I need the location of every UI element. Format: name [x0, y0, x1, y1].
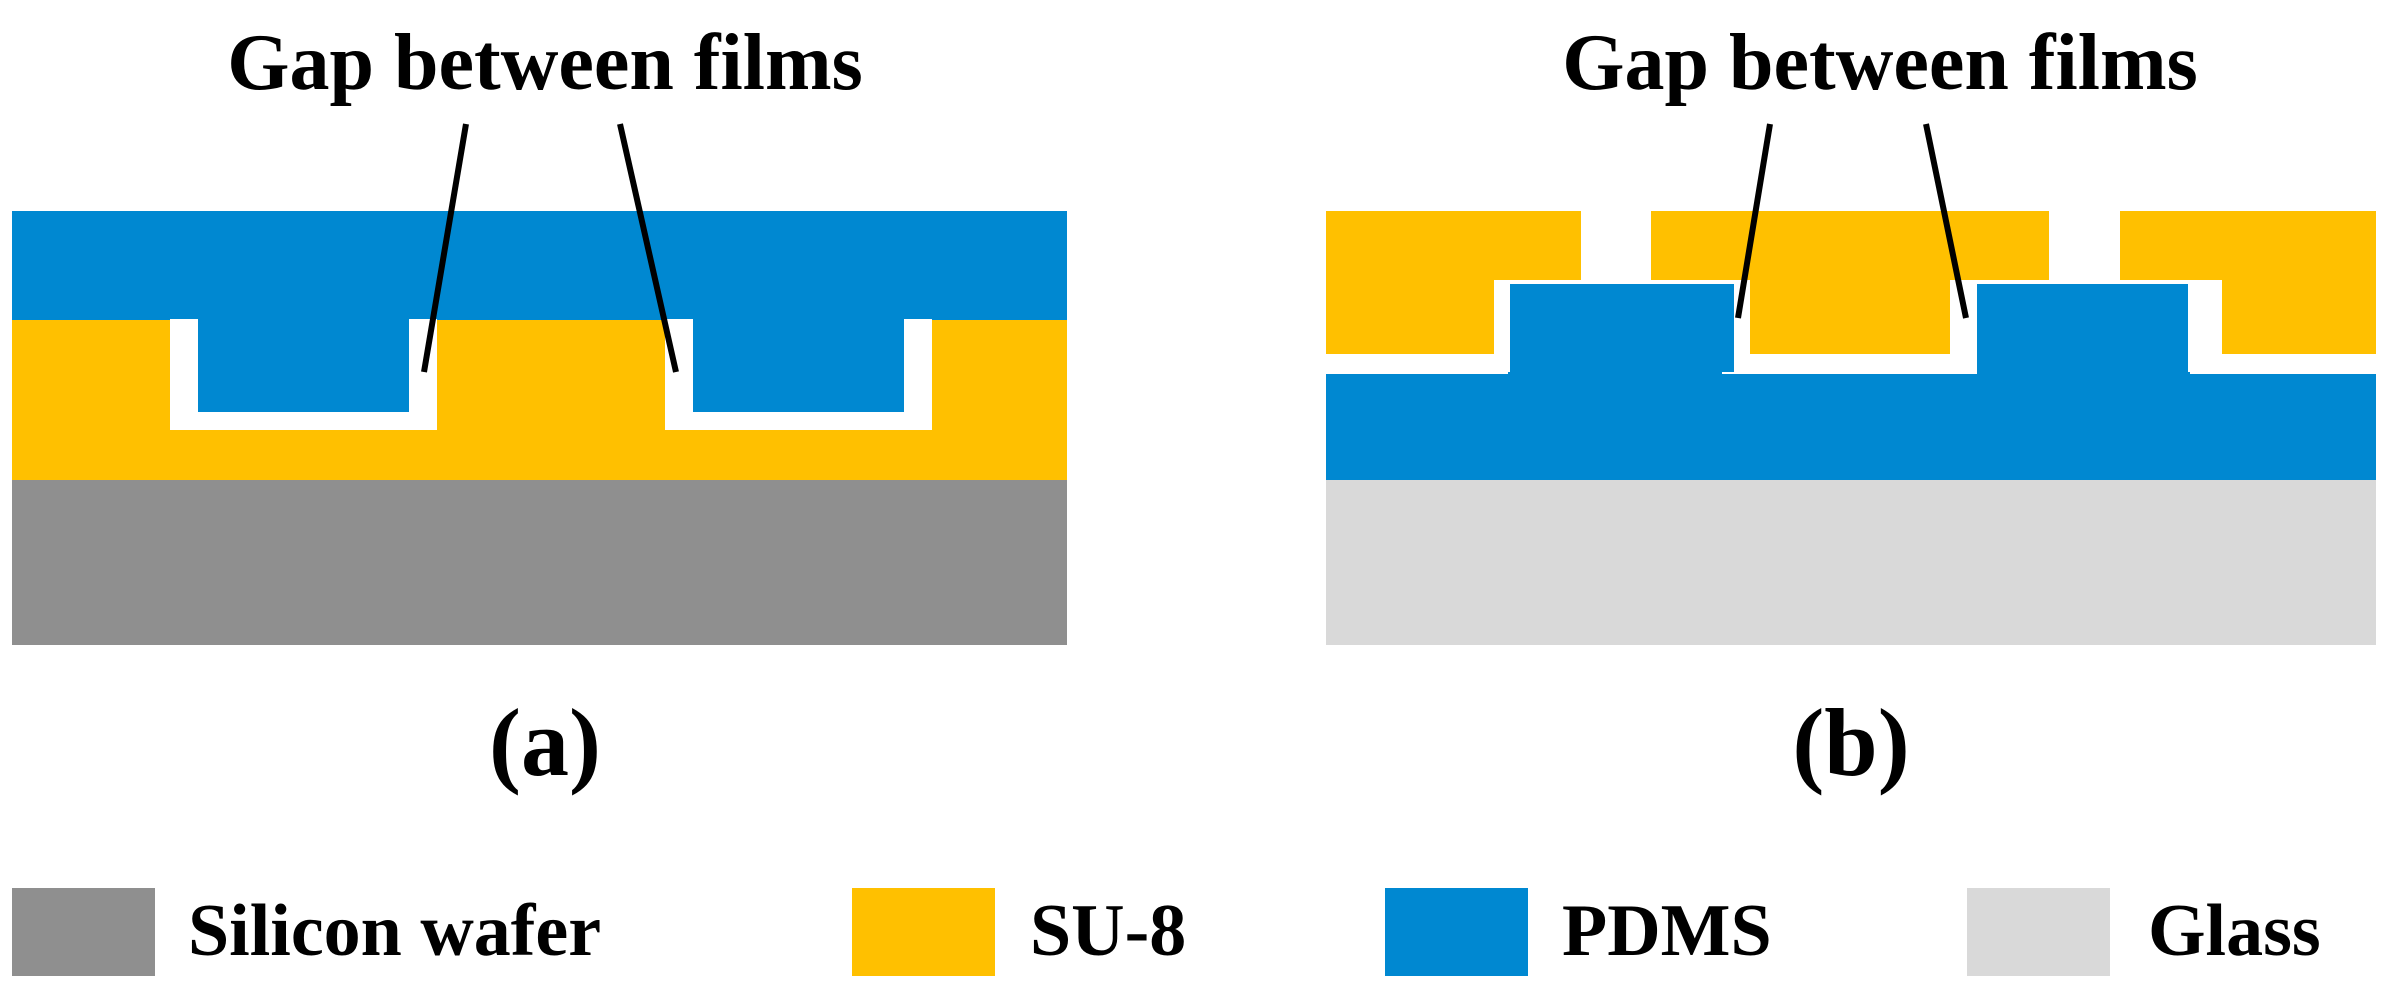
panel-b-su8-block-left [1326, 211, 1494, 354]
legend-label-glass: Glass [2148, 890, 2321, 972]
panel-b-glass-layer [1326, 479, 2376, 645]
legend: Silicon wafer SU-8 PDMS Glass [12, 888, 2321, 976]
legend-swatch-su8 [852, 888, 995, 976]
panel-a-pdms-protrusion-left [198, 319, 409, 412]
panel-b-su8-block-right [2222, 211, 2376, 354]
panel-a-caption: (a) [489, 689, 601, 796]
legend-swatch-glass [1967, 888, 2110, 976]
legend-swatch-silicon-wafer [12, 888, 155, 976]
panel-b-gap-corner-left [1488, 354, 1510, 372]
panel-b-su8-top-left [1494, 211, 1581, 280]
panel-b-caption: (b) [1792, 689, 1909, 796]
panel-a-callout: Gap between films [227, 19, 863, 107]
panel-b-pdms-layer [1326, 371, 2376, 480]
panel-b-leader-line-right [1923, 123, 1969, 319]
panel-b-pdms-raised-right [1978, 284, 2188, 372]
panel-a-pdms-protrusion-right [693, 319, 904, 412]
legend-swatch-pdms [1385, 888, 1528, 976]
panel-b-callout: Gap between films [1562, 19, 2198, 107]
panel-b-leader-line-left [1735, 123, 1773, 319]
legend-label-su8: SU-8 [1030, 890, 1186, 972]
panel-b-gap-sliver [1735, 284, 1746, 372]
panel-a-leader-line-left [421, 123, 469, 373]
panel-a-leader-line-right [617, 123, 679, 373]
panel-b-pdms-raised-left [1510, 284, 1734, 372]
legend-label-pdms: PDMS [1562, 890, 1772, 972]
legend-label-silicon-wafer: Silicon wafer [188, 890, 601, 972]
panel-b: Gap between films (b) [1326, 19, 2376, 796]
panel-a-silicon-wafer-layer [12, 479, 1067, 645]
panel-a: Gap between films (a) [12, 19, 1067, 796]
panel-b-gap-corner-right [2188, 354, 2222, 372]
panel-a-pdms-layer [12, 211, 1067, 320]
panel-b-su8-block-middle [1750, 211, 1950, 354]
